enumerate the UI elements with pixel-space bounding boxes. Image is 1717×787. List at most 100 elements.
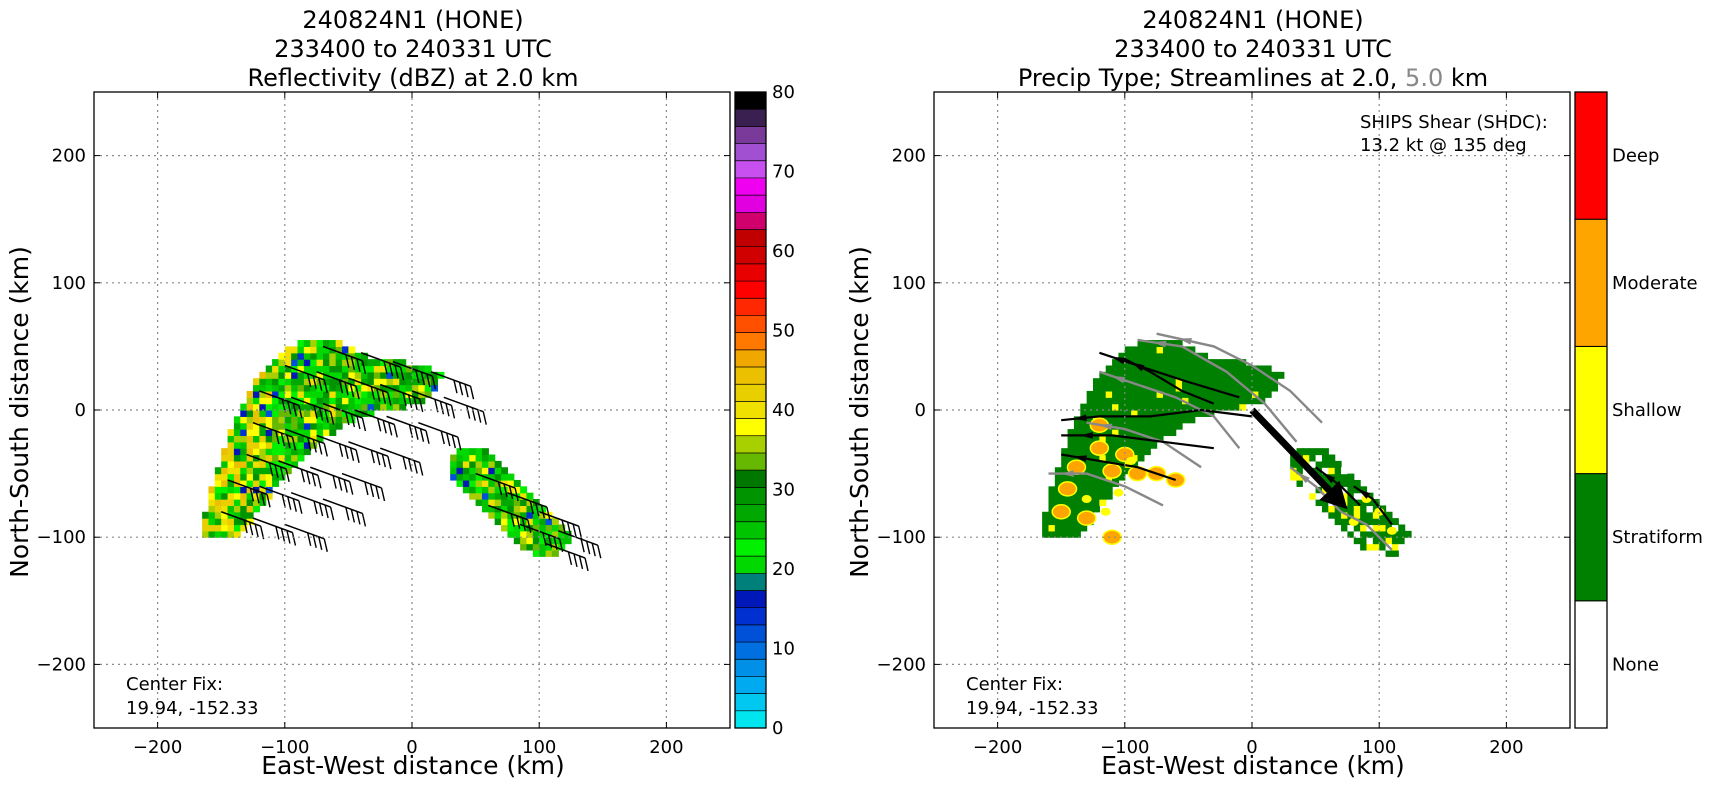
- right-precip-cell: [1124, 403, 1132, 411]
- right-precip-cell: [1080, 499, 1088, 506]
- right-center-fix-value: 19.94, -152.33: [966, 698, 1098, 719]
- right-precip-cell: [1048, 499, 1056, 506]
- wind-barb-staff: [360, 352, 401, 368]
- wind-barb: [252, 517, 297, 546]
- right-precip-cell: [1042, 511, 1050, 519]
- left-echo-cell: [373, 390, 381, 398]
- right-precip-cell: [1315, 448, 1323, 456]
- right-precip-cell: [1105, 390, 1113, 398]
- right-x-tick-label: −200: [973, 737, 1022, 758]
- left-echo-cell: [272, 403, 280, 411]
- left-echo-cell: [348, 390, 356, 398]
- wind-barb-flag: [387, 456, 392, 470]
- left-echo-cell: [507, 505, 515, 513]
- left-echo-cell: [501, 473, 508, 481]
- wind-barb-flag: [286, 434, 291, 449]
- right-precip-cell: [1099, 403, 1107, 411]
- left-echo-cell: [297, 390, 305, 398]
- left-echo-cell: [233, 460, 241, 468]
- wind-barb: [558, 530, 602, 559]
- left-echo-cell: [361, 390, 369, 398]
- wind-barb-flag: [300, 469, 306, 483]
- wind-barb-flag: [318, 502, 324, 517]
- streamline-2km-arrow: [1111, 356, 1126, 365]
- left-echo-cell: [265, 384, 273, 392]
- colorbar-segment: [735, 315, 766, 334]
- wind-barb: [392, 360, 437, 390]
- right-precip-cell: [1341, 473, 1348, 481]
- right-precip-cell: [1264, 384, 1272, 392]
- wind-barb-staff: [430, 371, 471, 387]
- right-precip-cell: [1093, 435, 1100, 443]
- right-precip-cell: [1131, 365, 1139, 373]
- left-echo-cell: [259, 378, 267, 386]
- left-echo-cell: [259, 479, 267, 487]
- right-precip-cell: [1175, 346, 1183, 354]
- left-echo-cell: [551, 530, 559, 538]
- right-precip-cell: [1099, 378, 1107, 386]
- wind-barb-flag: [307, 532, 312, 546]
- wind-barb: [354, 409, 398, 438]
- shallow-cell: [1081, 495, 1092, 504]
- left-echo-cell: [316, 340, 324, 347]
- colorbar-tick-label: 80: [772, 82, 795, 103]
- left-echo-cell: [405, 397, 413, 405]
- right-precip-cell: [1328, 505, 1336, 513]
- right-precip-cell: [1143, 448, 1151, 456]
- wind-barb-flag: [415, 369, 420, 384]
- left-echo-cell: [494, 460, 502, 468]
- left-echo-cell: [272, 454, 280, 462]
- streamline-2km: [1061, 408, 1253, 422]
- right-precip-cell: [1258, 390, 1266, 398]
- left-wind-barbs: [220, 345, 602, 572]
- wind-barb-flag: [394, 364, 399, 379]
- right-precip-cell: [1156, 352, 1164, 360]
- colorbar-segment: [735, 521, 766, 540]
- right-precip-cell: [1169, 365, 1177, 373]
- right-precip-cell: [1080, 441, 1088, 449]
- wind-barb-flag: [285, 468, 290, 483]
- left-echo-cell: [227, 454, 235, 462]
- right-precip-cell: [1239, 384, 1247, 392]
- wind-barb: [507, 491, 551, 521]
- wind-barb-flag: [243, 519, 248, 534]
- left-echo-cell: [265, 397, 273, 405]
- right-precip-cell: [1353, 511, 1361, 519]
- right-precip-cell: [1175, 378, 1183, 386]
- right-precip-cell: [1093, 403, 1100, 411]
- right-precip-cell: [1182, 403, 1189, 411]
- wind-barb: [488, 504, 532, 533]
- colorbar-tick-label: 0: [772, 718, 783, 739]
- right-precip-cell: [1131, 422, 1139, 430]
- left-echo-cell: [214, 499, 222, 506]
- right-precip-cell: [1099, 390, 1107, 398]
- right-precip-cell: [1290, 473, 1298, 481]
- right-precip-cell: [1169, 390, 1177, 398]
- right-precip-cell: [1182, 371, 1189, 379]
- left-echo-cell: [303, 403, 311, 411]
- left-echo-cell: [558, 537, 566, 545]
- right-precip-cell: [1245, 397, 1253, 405]
- right-precip-cell: [1220, 390, 1228, 398]
- wind-barb-flag: [370, 386, 375, 400]
- left-echo-cell: [233, 448, 241, 456]
- left-echo-cell: [367, 365, 375, 373]
- wind-barb-flag: [323, 379, 328, 394]
- right-precip-cell: [1143, 359, 1151, 367]
- left-echo-cell: [469, 479, 477, 487]
- right-precip-cell: [1150, 441, 1158, 449]
- right-precip-cell: [1124, 416, 1132, 424]
- left-echo-cell: [367, 410, 375, 417]
- precip-colorbar-segment: [1574, 345, 1608, 475]
- left-echo-cell: [469, 460, 477, 468]
- left-echo-cell: [253, 422, 260, 430]
- right-precip-cell: [1118, 403, 1126, 411]
- wind-barb-staff: [386, 415, 427, 432]
- left-echo-cell: [399, 359, 407, 367]
- right-center-fix-label: Center Fix:: [966, 674, 1063, 695]
- wind-barb-staff: [519, 523, 560, 540]
- right-precip-cell: [1067, 492, 1075, 500]
- wind-barb-staff: [284, 364, 325, 381]
- left-echo-cell: [532, 511, 540, 519]
- wind-barb-flag: [535, 502, 540, 517]
